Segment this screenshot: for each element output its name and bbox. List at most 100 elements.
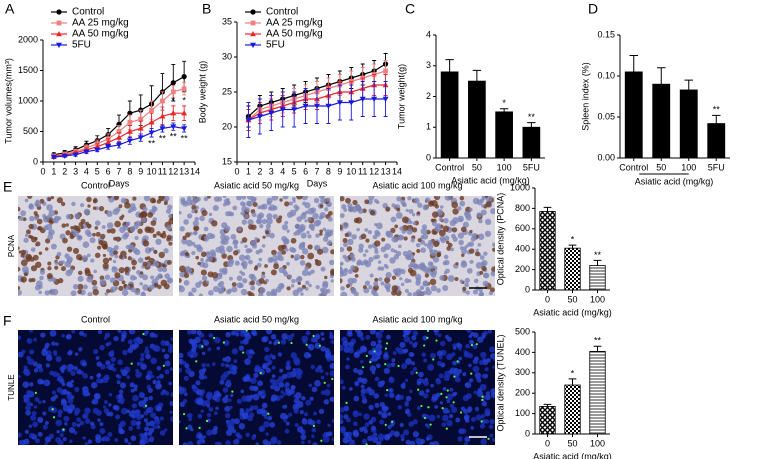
cell bbox=[200, 409, 205, 414]
cell bbox=[425, 289, 432, 296]
cell bbox=[121, 214, 125, 218]
cell bbox=[371, 371, 376, 375]
cell bbox=[40, 332, 46, 338]
cell bbox=[240, 262, 245, 267]
cell bbox=[453, 346, 457, 350]
cell bbox=[186, 213, 193, 219]
cell bbox=[158, 251, 165, 259]
cell bbox=[276, 440, 282, 445]
cell bbox=[439, 235, 445, 242]
cell bbox=[200, 269, 207, 276]
cell bbox=[38, 400, 42, 404]
cell bbox=[347, 269, 353, 275]
cell bbox=[314, 246, 319, 251]
cell bbox=[84, 229, 91, 236]
cell bbox=[129, 226, 136, 232]
cell bbox=[18, 246, 20, 250]
cell bbox=[240, 288, 248, 296]
cell bbox=[151, 207, 157, 213]
cell bbox=[468, 363, 472, 368]
cell bbox=[144, 256, 149, 261]
significance: * bbox=[571, 234, 575, 244]
cell bbox=[68, 427, 76, 434]
cell bbox=[112, 367, 117, 372]
cell bbox=[108, 257, 113, 261]
cell bbox=[479, 255, 485, 260]
cell bbox=[67, 350, 73, 356]
apoptotic-cell bbox=[481, 398, 484, 402]
error-bar bbox=[472, 69, 482, 82]
cell bbox=[291, 247, 297, 253]
cell bbox=[18, 285, 21, 291]
cell bbox=[286, 211, 294, 218]
cell bbox=[480, 438, 487, 445]
x-tick-label: 0 bbox=[40, 166, 45, 176]
panel-label: F bbox=[3, 313, 12, 329]
cell bbox=[404, 278, 410, 284]
error-bar bbox=[568, 378, 577, 386]
cell bbox=[46, 273, 53, 279]
cell bbox=[342, 238, 348, 243]
cell bbox=[37, 378, 44, 385]
cell bbox=[274, 385, 281, 392]
cell bbox=[147, 212, 154, 218]
x-tick-label: 50 bbox=[656, 162, 666, 172]
cell bbox=[307, 244, 313, 250]
cell bbox=[325, 431, 332, 437]
cell bbox=[141, 402, 148, 409]
cell bbox=[248, 224, 254, 230]
cell bbox=[407, 292, 413, 296]
cell bbox=[31, 433, 35, 438]
cell bbox=[251, 212, 257, 218]
cell bbox=[96, 372, 102, 378]
cell bbox=[477, 243, 482, 247]
cell bbox=[92, 398, 99, 405]
cell bbox=[419, 438, 426, 445]
cell bbox=[368, 404, 374, 411]
image-title: Asiatic acid 100 mg/kg bbox=[372, 314, 462, 324]
cell bbox=[440, 340, 446, 347]
cell bbox=[201, 351, 206, 356]
cell bbox=[54, 261, 59, 265]
apoptotic-cell bbox=[182, 412, 186, 416]
cell bbox=[304, 287, 309, 291]
cell bbox=[412, 431, 420, 438]
cell bbox=[194, 216, 200, 222]
cell bbox=[126, 272, 130, 276]
cell bbox=[396, 207, 401, 212]
cell bbox=[33, 211, 38, 216]
cell bbox=[38, 251, 43, 255]
cell bbox=[145, 353, 151, 360]
cell bbox=[191, 196, 196, 199]
cell bbox=[50, 396, 56, 402]
cell bbox=[431, 211, 439, 218]
cell bbox=[104, 332, 111, 338]
cell bbox=[141, 217, 147, 223]
cell bbox=[304, 210, 309, 215]
cell bbox=[242, 412, 249, 420]
cell bbox=[163, 283, 170, 290]
apoptotic-cell bbox=[267, 412, 270, 415]
cell bbox=[373, 198, 378, 203]
legend-label: Control bbox=[72, 7, 104, 18]
cell bbox=[18, 335, 22, 340]
cell bbox=[136, 425, 141, 430]
cell bbox=[266, 217, 273, 225]
cell bbox=[308, 383, 313, 388]
cell bbox=[164, 360, 171, 367]
significance: ** bbox=[181, 133, 189, 143]
cell bbox=[229, 276, 233, 281]
cell bbox=[57, 409, 63, 415]
cell bbox=[364, 228, 369, 232]
cell bbox=[148, 420, 155, 427]
cell bbox=[431, 394, 439, 401]
cell bbox=[238, 283, 244, 289]
cell bbox=[225, 440, 231, 445]
cell bbox=[296, 401, 304, 408]
cell bbox=[113, 236, 118, 241]
cell bbox=[199, 435, 205, 442]
error-bar bbox=[543, 403, 552, 407]
cell bbox=[120, 197, 127, 204]
cell bbox=[23, 438, 30, 445]
cell bbox=[280, 283, 285, 288]
